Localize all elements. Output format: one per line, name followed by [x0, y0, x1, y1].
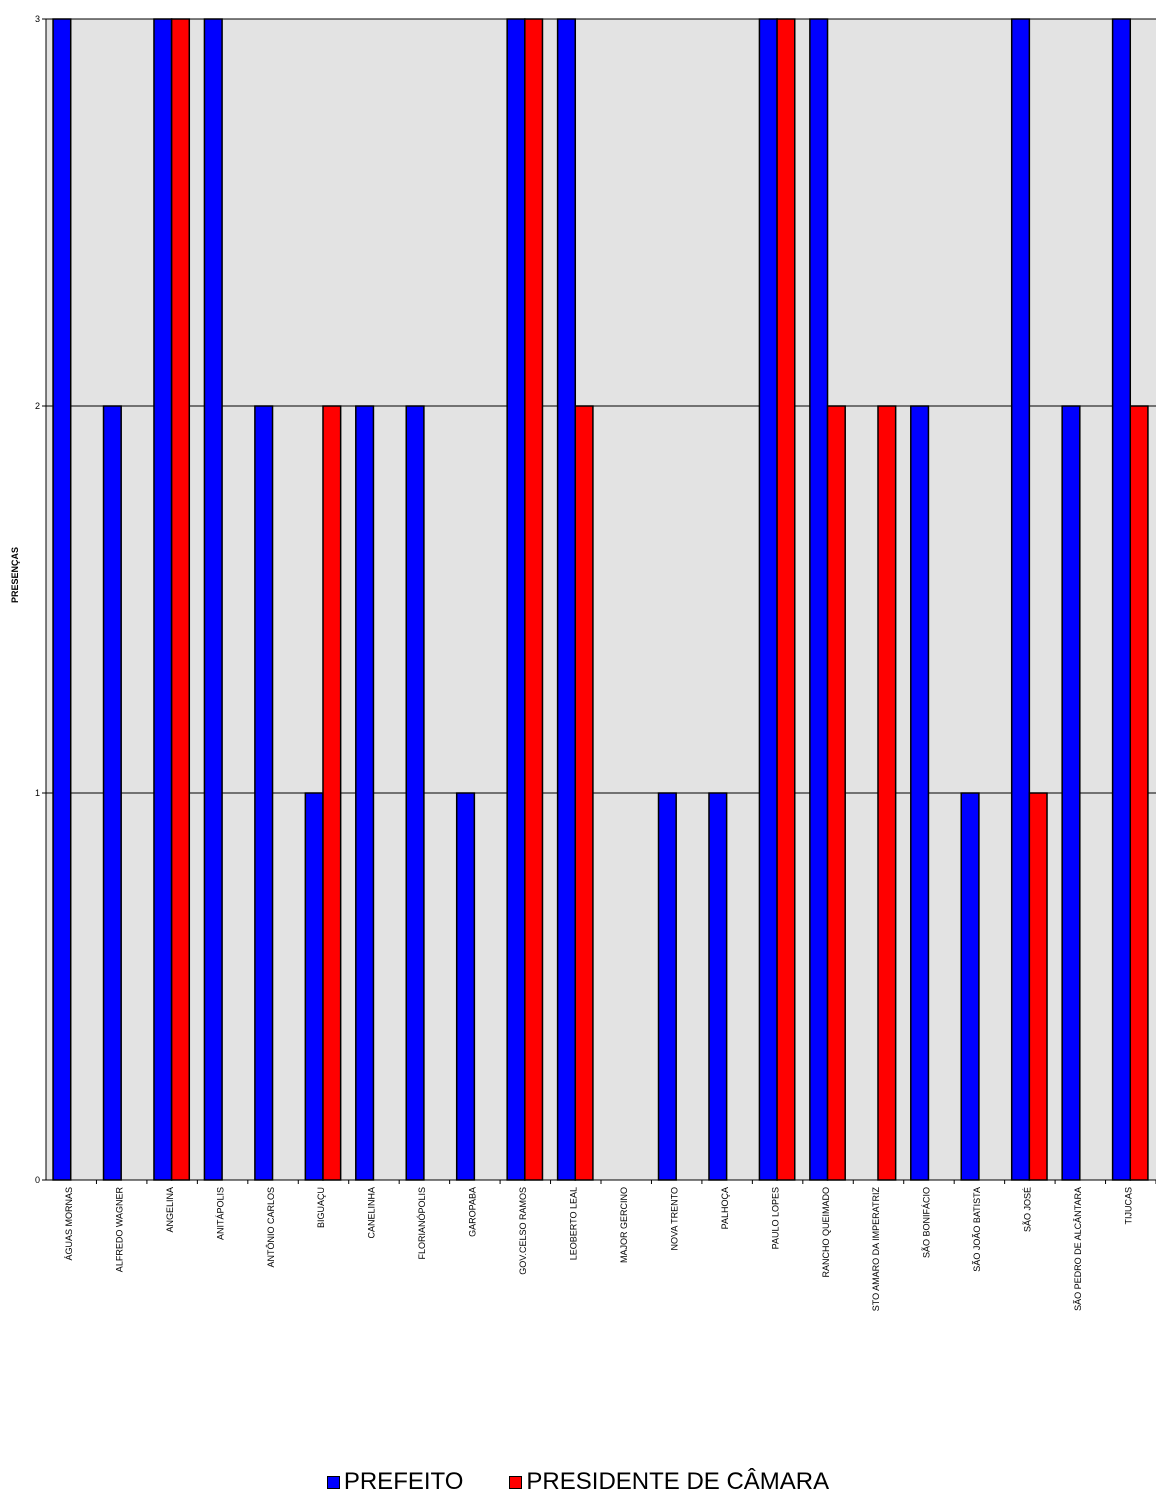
- x-tick-label-6: CANELINHA: [367, 1187, 377, 1239]
- legend: PREFEITO PRESIDENTE DE CÂMARA: [0, 1467, 1156, 1497]
- y-tick-label-1: 1: [35, 788, 40, 798]
- bar-prefeito-18: [960, 792, 980, 1181]
- bar-prefeito-12: [657, 792, 677, 1181]
- y-tick-label-2: 2: [35, 401, 40, 411]
- bar-presidente-14: [776, 18, 796, 1181]
- bar-prefeito-6: [355, 405, 375, 1181]
- x-tick-label-15: RANCHO QUEIMADO: [821, 1187, 831, 1278]
- bar-prefeito-8: [455, 792, 476, 1181]
- legend-item-prefeito: PREFEITO: [326, 1468, 464, 1496]
- x-tick-label-21: TIJUCAS: [1124, 1187, 1134, 1225]
- y-tick-label-0: 0: [35, 1175, 40, 1185]
- legend-label-presidente: PRESIDENTE DE CÂMARA: [526, 1468, 830, 1495]
- x-tick-label-20: SÃO PEDRO DE ALCÂNTARA: [1073, 1187, 1083, 1311]
- x-tick-label-3: ANITÁPOLIS: [215, 1187, 225, 1240]
- bar-prefeito-2: [153, 18, 173, 1181]
- x-tick-label-2: ANGELINA: [165, 1187, 175, 1233]
- y-tick-label-3: 3: [35, 14, 40, 24]
- bar-presidente-2: [170, 18, 191, 1181]
- x-tick-label-0: ÁGUAS MORNAS: [64, 1187, 74, 1261]
- legend-swatch-prefeito: [326, 1475, 340, 1489]
- bar-prefeito-13: [708, 792, 728, 1181]
- bar-prefeito-17: [910, 405, 930, 1181]
- x-tick-label-11: MAJOR GERCINO: [619, 1187, 629, 1263]
- bar-prefeito-5: [304, 792, 324, 1181]
- x-tick-label-10: LEOBERTO LEAL: [569, 1187, 579, 1260]
- y-axis-title: PRESENÇAS: [10, 547, 20, 603]
- legend-swatch-presidente: [509, 1475, 523, 1489]
- bar-prefeito-7: [405, 405, 425, 1181]
- x-tick-label-7: FLORIANÓPOLIS: [417, 1187, 427, 1260]
- bar-prefeito-14: [758, 18, 778, 1181]
- bar-presidente-21: [1129, 405, 1149, 1181]
- bar-prefeito-9: [506, 18, 526, 1181]
- x-tick-label-13: PALHOÇA: [720, 1187, 730, 1229]
- x-tick-label-4: ANTÔNIO CARLOS: [266, 1187, 276, 1268]
- bar-presidente-19: [1028, 792, 1048, 1181]
- bar-prefeito-1: [102, 405, 122, 1181]
- chart-canvas: 0 1 2 3 PRESENÇAS ÁGUAS MORNAS ALFREDO WAGNER A…: [10, 14, 1156, 1312]
- bar-prefeito-20: [1061, 405, 1081, 1181]
- bar-prefeito-15: [809, 18, 829, 1181]
- bar-presidente-10: [574, 405, 594, 1181]
- x-tick-label-17: SÃO BONIFÁCIO: [922, 1187, 932, 1258]
- bar-presidente-16: [877, 405, 897, 1181]
- legend-label-prefeito: PREFEITO: [343, 1468, 464, 1495]
- bar-prefeito-0: [52, 18, 72, 1181]
- legend-item-presidente: PRESIDENTE DE CÂMARA: [509, 1468, 829, 1496]
- x-tick-label-19: SÃO JOSÉ: [1023, 1187, 1033, 1232]
- bar-prefeito-21: [1111, 18, 1132, 1181]
- bar-prefeito-4: [254, 405, 274, 1181]
- x-tick-label-9: GOV.CELSO RAMOS: [518, 1187, 528, 1275]
- x-tick-label-8: GAROPABA: [468, 1187, 478, 1237]
- bar-prefeito-19: [1010, 18, 1031, 1181]
- bar-presidente-5: [322, 405, 342, 1181]
- x-tick-label-5: BIGUAÇU: [316, 1187, 326, 1228]
- x-tick-label-14: PAULO LOPES: [770, 1187, 780, 1249]
- bar-presidente-15: [826, 405, 846, 1181]
- x-tick-label-1: ALFREDO WAGNER: [114, 1187, 124, 1273]
- x-tick-label-12: NOVA TRENTO: [669, 1187, 679, 1251]
- x-tick-label-16: STO AMARO DA IMPERATRIZ: [871, 1187, 881, 1312]
- bar-prefeito-3: [203, 18, 223, 1181]
- bar-presidente-9: [524, 18, 544, 1181]
- x-tick-label-18: SÃO JOÃO BATISTA: [972, 1187, 982, 1272]
- bar-prefeito-10: [556, 18, 577, 1181]
